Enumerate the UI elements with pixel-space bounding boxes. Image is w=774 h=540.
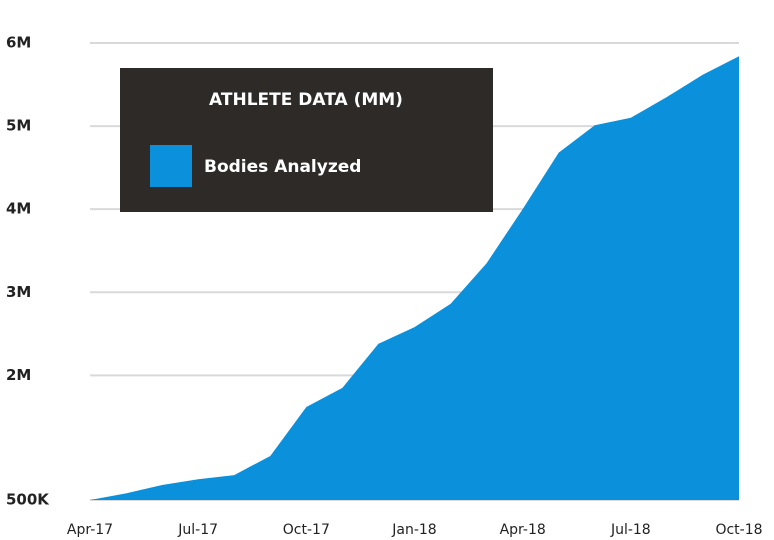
- y-tick-label: 3M: [6, 283, 31, 301]
- y-tick-label: 4M: [6, 200, 31, 218]
- x-tick-label: Oct-18: [715, 522, 762, 538]
- x-tick-label: Jul-18: [610, 522, 651, 538]
- y-tick-label: 500K: [6, 491, 50, 509]
- legend-label: Bodies Analyzed: [204, 157, 361, 177]
- x-tick-label: Jan-18: [391, 522, 436, 538]
- chart: ATHLETE DATA (MM) Bodies Analyzed 500K 2M…: [0, 0, 774, 540]
- x-tick-label: Oct-17: [283, 522, 330, 538]
- chart-title: ATHLETE DATA (MM): [209, 90, 403, 110]
- x-tick-label: Apr-18: [500, 522, 546, 538]
- legend-swatch: [150, 145, 192, 187]
- y-tick-label: 2M: [6, 366, 31, 384]
- x-tick-label: Apr-17: [67, 522, 113, 538]
- y-tick-label: 5M: [6, 117, 31, 135]
- y-tick-label: 6M: [6, 34, 31, 52]
- x-tick-label: Jul-17: [177, 522, 218, 538]
